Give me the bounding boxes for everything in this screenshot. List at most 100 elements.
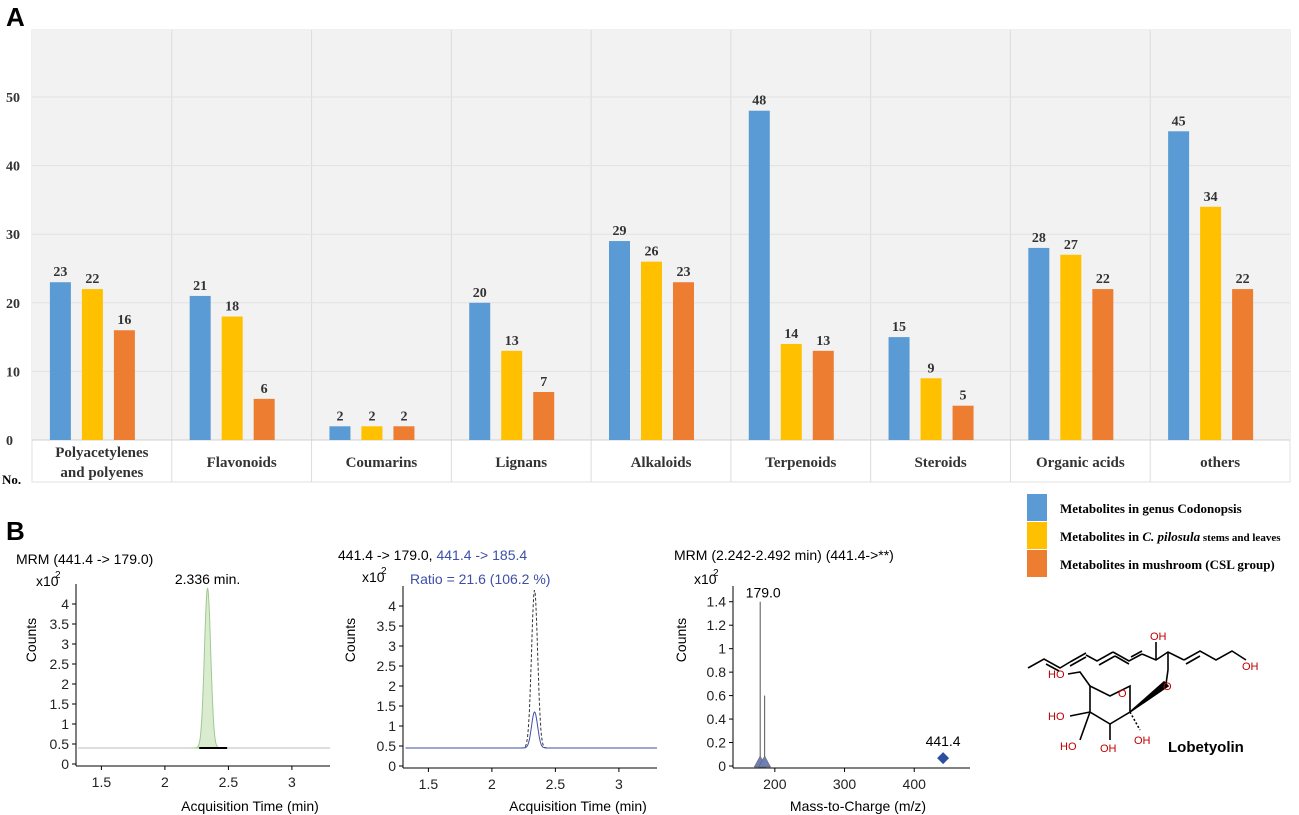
y-tick-label: 3 bbox=[388, 638, 396, 654]
data-label: 28 bbox=[1032, 231, 1046, 246]
ring-oh-bond-3 bbox=[1129, 711, 1141, 731]
lobetyolin-labels: OH OH O O HO HO HO OH OH Lobetyolin bbox=[1048, 631, 1259, 756]
x-tick-label: 1.5 bbox=[92, 774, 112, 790]
hydroxyl-label-2: OH bbox=[1242, 661, 1259, 673]
bar-alkaloids-mushroom bbox=[673, 282, 694, 440]
triple-bond-1a bbox=[1069, 652, 1087, 667]
ring-oh-bond-1 bbox=[1069, 711, 1091, 717]
y-tick-label: 1.4 bbox=[707, 594, 727, 610]
bar-lignans-stems-leaves bbox=[501, 350, 523, 440]
trace-441-4-185-4 bbox=[405, 711, 657, 749]
panel-b-label: B bbox=[6, 516, 25, 546]
link-oxygen-label: O bbox=[1163, 681, 1172, 693]
legend-label-stems-leaves: Metabolites in C. pilosula stems and lea… bbox=[1060, 529, 1281, 544]
legend: Metabolites in genus Codonopsis Metaboli… bbox=[1027, 494, 1281, 577]
ring-oh-bond-4 bbox=[1079, 711, 1091, 741]
x-tick-label: 2 bbox=[161, 774, 169, 790]
category-label: Steroids bbox=[914, 455, 966, 471]
chain-link-2 bbox=[1112, 651, 1143, 662]
data-label: 29 bbox=[613, 224, 627, 239]
x-tick-label: 3 bbox=[288, 774, 296, 790]
triple-bond-1b bbox=[1098, 655, 1116, 666]
x-tick-label: 2.5 bbox=[219, 774, 239, 790]
y-multiplier: x10 bbox=[362, 569, 385, 585]
category-label: Polyacetylenes bbox=[55, 445, 148, 461]
y-tick-label: 1 bbox=[388, 718, 396, 734]
glycosidic-link bbox=[1165, 669, 1169, 685]
y-tick-label: 0.8 bbox=[707, 664, 727, 680]
data-label: 14 bbox=[784, 327, 798, 342]
bar-polyacetylenes-and-polyenes-stems-leaves bbox=[81, 289, 103, 440]
data-label: 22 bbox=[1236, 272, 1250, 287]
trace-441-4-179-0 bbox=[405, 589, 657, 749]
y-multiplier-exponent: 2 bbox=[713, 568, 719, 579]
bar-steroids-stems-leaves bbox=[920, 378, 942, 440]
y-axis-label: No. bbox=[2, 472, 21, 487]
peak-label: 2.336 min. bbox=[175, 571, 240, 587]
legend-label-genus: Metabolites in genus Codonopsis bbox=[1060, 501, 1242, 516]
y-axis-label: Counts bbox=[342, 618, 358, 662]
bar-steroids-mushroom bbox=[952, 405, 974, 440]
y-tick-label: 0 bbox=[6, 434, 13, 449]
y-tick-label: 1 bbox=[61, 716, 69, 732]
data-label: 20 bbox=[473, 286, 487, 301]
bar-others-genus bbox=[1168, 131, 1190, 441]
data-label: 22 bbox=[85, 272, 99, 287]
bar-lignans-mushroom bbox=[533, 391, 555, 440]
precursor-marker bbox=[937, 752, 950, 765]
y-tick-label: 3.5 bbox=[377, 618, 397, 634]
triple-bond-2 bbox=[1114, 650, 1143, 665]
y-tick-label: 3 bbox=[61, 636, 69, 652]
bar-others-mushroom bbox=[1232, 289, 1254, 440]
bar-flavonoids-stems-leaves bbox=[221, 316, 243, 440]
y-tick-label: 20 bbox=[6, 297, 20, 312]
y-tick-label: 0.5 bbox=[50, 736, 70, 752]
category-label: others bbox=[1200, 455, 1240, 471]
category-label: and polyenes bbox=[60, 465, 143, 481]
bar-alkaloids-genus bbox=[609, 241, 630, 440]
chromatogram-title: MRM (441.4 -> 179.0) bbox=[16, 551, 153, 567]
legend-swatch-mushroom bbox=[1027, 550, 1047, 577]
data-label: 18 bbox=[225, 300, 239, 315]
bar-coumarins-stems-leaves bbox=[361, 426, 383, 440]
diene-bonds bbox=[1027, 658, 1071, 669]
hydroxyl-label-1: OH bbox=[1150, 631, 1167, 643]
molecule-name: Lobetyolin bbox=[1168, 739, 1244, 756]
spectrum-peak-label: 179.0 bbox=[746, 585, 781, 601]
category-label: Terpenoids bbox=[765, 455, 836, 471]
bar-terpenoids-genus bbox=[748, 110, 770, 440]
data-label: 2 bbox=[336, 409, 343, 424]
y-tick-label: 2.5 bbox=[377, 658, 397, 674]
y-tick-label: 40 bbox=[6, 160, 20, 175]
bar-terpenoids-stems-leaves bbox=[780, 343, 802, 440]
data-label: 5 bbox=[960, 389, 967, 404]
y-tick-label: 1.5 bbox=[377, 698, 397, 714]
data-label: 23 bbox=[677, 265, 691, 280]
y-tick-label: 0.4 bbox=[707, 711, 727, 727]
data-label: 34 bbox=[1204, 190, 1218, 205]
mrm-chromatogram-chart: MRM (441.4 -> 179.0)x102Counts00.511.522… bbox=[16, 551, 330, 814]
data-label: 13 bbox=[505, 334, 519, 349]
y-tick-label: 10 bbox=[6, 365, 20, 380]
y-tick-label: 3.5 bbox=[50, 616, 70, 632]
bar-flavonoids-mushroom bbox=[253, 398, 275, 440]
y-multiplier: x10 bbox=[694, 571, 717, 587]
ring-oxygen-label: O bbox=[1118, 688, 1127, 700]
y-axis-label: Counts bbox=[23, 618, 39, 662]
category-label: Lignans bbox=[495, 455, 547, 471]
data-label: 6 bbox=[261, 382, 268, 397]
y-tick-label: 4 bbox=[388, 598, 396, 614]
precursor-label: 441.4 bbox=[926, 733, 961, 749]
double-bond-2 bbox=[1185, 655, 1201, 665]
spectrum-title: MRM (2.242-2.492 min) (441.4->**) bbox=[674, 547, 894, 563]
y-tick-label: 2 bbox=[388, 678, 396, 694]
chromatogram-peak bbox=[191, 587, 225, 749]
x-tick-label: 2.5 bbox=[546, 776, 566, 792]
ion-ratio-chromatogram-chart: 441.4 -> 179.0, 441.4 -> 185.4 Ratio = 21… bbox=[338, 547, 657, 814]
x-axis-label: Mass-to-Charge (m/z) bbox=[790, 798, 926, 814]
hydroxyl-label-4: HO bbox=[1048, 711, 1065, 723]
peak-marker-2 bbox=[758, 755, 772, 768]
lobetyolin-structure bbox=[1027, 642, 1247, 741]
y-multiplier-exponent: 2 bbox=[55, 570, 61, 581]
